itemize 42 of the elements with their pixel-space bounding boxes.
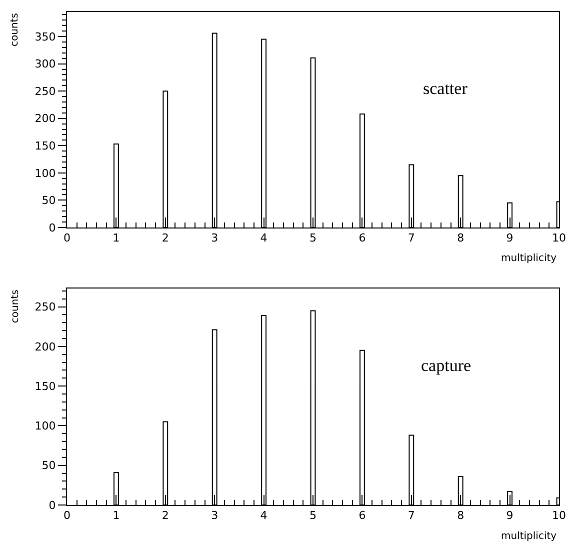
x-tick-label: 1 [112,232,120,245]
x-tick-label: 3 [211,509,218,522]
y-tick-label: 150 [34,139,56,152]
x-tick-label: 10 [552,509,566,522]
x-tick-label: 2 [162,232,169,245]
x-tick-label: 6 [358,232,366,245]
y-tick-label: 100 [34,166,56,180]
y-tick-label: 350 [34,30,56,44]
y-axis-title: counts [10,13,20,46]
x-tick-label: 6 [358,509,366,522]
y-tick-label: 50 [42,194,56,208]
x-tick-label: 2 [162,509,169,522]
x-tick-label: 3 [211,232,218,245]
y-tick-label: 250 [34,300,56,314]
x-tick-label: 7 [408,232,415,245]
x-tick-label: 8 [457,509,464,522]
x-tick-label: 0 [64,232,70,245]
x-tick-label: 4 [260,232,268,245]
annotation: capture [421,356,472,375]
y-tick-label: 0 [48,221,56,234]
x-tick-label: 10 [552,232,566,245]
y-tick-label: 50 [42,459,56,472]
x-tick-label: 9 [506,509,514,522]
x-tick-label: 5 [310,232,316,245]
x-tick-label: 8 [457,232,464,245]
x-tick-label: 4 [260,509,268,522]
annotation: scatter [423,79,468,98]
y-tick-label: 200 [34,112,56,126]
y-tick-label: 200 [34,340,56,354]
y-axis-title: counts [10,290,21,324]
y-tick-label: 100 [34,420,56,433]
x-tick-label: 7 [408,509,415,522]
x-axis-title: multiplicity [501,253,557,264]
y-tick-label: 250 [34,84,56,98]
y-tick-label: 300 [34,58,56,71]
x-tick-label: 0 [64,509,70,522]
x-tick-label: 1 [112,509,120,522]
y-tick-label: 150 [34,380,56,393]
y-tick-label: 0 [48,498,56,512]
x-tick-label: 5 [310,509,316,522]
x-axis-title: multiplicity [501,531,557,542]
x-tick-label: 9 [506,232,514,245]
